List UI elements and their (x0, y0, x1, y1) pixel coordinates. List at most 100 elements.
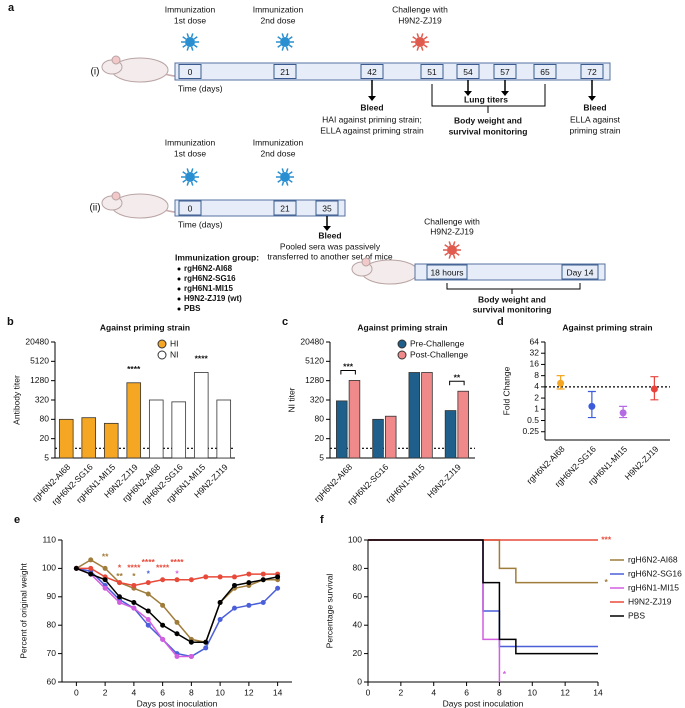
label: PBS (184, 304, 201, 313)
label: Bleed (318, 230, 341, 240)
point (217, 574, 223, 580)
day-label: Day 14 (567, 267, 594, 277)
annotation: ** (116, 571, 123, 581)
point (260, 571, 266, 577)
mouse-ear (111, 55, 121, 65)
x-tick-label: 8 (497, 687, 502, 697)
bar (81, 417, 97, 459)
timeline (174, 199, 346, 217)
day-label: 42 (367, 67, 377, 77)
series-line (368, 539, 501, 682)
day-label: 72 (587, 67, 597, 77)
legend-swatch (157, 350, 167, 360)
point (102, 577, 108, 583)
y-tick-label: 0.25 (522, 426, 539, 436)
bar (372, 418, 384, 459)
point (232, 574, 237, 580)
y-tick-label: 80 (40, 414, 50, 424)
y-tick-label: 5 (44, 452, 49, 462)
label: rgH6N1-MI15 (184, 284, 233, 293)
label: Time (days) (178, 83, 223, 93)
point (203, 574, 209, 580)
y-tick-label: 80 (353, 563, 363, 573)
virus-spikes (181, 168, 199, 186)
bracket (431, 84, 546, 113)
day-label: 57 (500, 67, 510, 77)
point (203, 639, 209, 645)
label: 1st dose (174, 148, 206, 158)
x-tick-label: 2 (103, 687, 108, 697)
point (174, 631, 180, 637)
label: survival monitoring (473, 304, 552, 314)
label: rgH6N2-AI68 (184, 264, 233, 273)
label: Body weight and (478, 294, 546, 304)
label: (i) (91, 67, 100, 78)
y-tick-label: 8 (534, 370, 539, 380)
day-box (420, 64, 444, 79)
point (131, 605, 137, 611)
y-tick-label: 32 (530, 347, 540, 357)
y-tick-label: 90 (47, 591, 57, 601)
annotation: **** (127, 364, 141, 374)
point (131, 582, 137, 588)
chart-title: Against priming strain (100, 322, 190, 332)
legend-label: PBS (628, 610, 645, 620)
label: ELLA against (570, 114, 621, 124)
day-box (426, 264, 468, 280)
bullet (177, 277, 181, 281)
day-box (580, 64, 604, 79)
label: Bleed (583, 102, 606, 112)
y-tick-label: 110 (42, 534, 56, 544)
bar (148, 399, 164, 459)
label: 2nd dose (261, 15, 296, 25)
annotation: * (175, 568, 179, 578)
label: Challenge with (424, 216, 480, 226)
x-tick-label: 2 (398, 687, 403, 697)
annotation: * (147, 568, 151, 578)
bar (408, 372, 421, 459)
point (102, 585, 108, 591)
label: H9N2-ZJ19 (398, 15, 442, 25)
chart-title: Against priming strain (357, 322, 447, 332)
point (188, 639, 194, 645)
legend-label: NI (170, 349, 179, 359)
virus-spikes (276, 33, 294, 51)
y-tick-label: 100 (42, 563, 56, 573)
y-tick-label: 100 (348, 534, 362, 544)
day-box (493, 64, 517, 79)
point (557, 379, 565, 387)
chart-title: Against priming strain (562, 322, 652, 332)
point (174, 577, 180, 583)
y-tick-label: 320 (35, 394, 49, 404)
point (88, 565, 94, 571)
y-tick-label: 20 (315, 433, 325, 443)
mouse-ear (361, 257, 371, 267)
bar (348, 380, 361, 459)
bar (457, 390, 469, 459)
label: 1st dose (174, 15, 206, 25)
day-label: 18 hours (430, 267, 463, 277)
annotation: * (132, 571, 136, 581)
legend-swatch (157, 339, 167, 349)
point (145, 591, 151, 597)
day-box (178, 64, 202, 79)
legend-label: HI (170, 338, 179, 348)
y-tick-label: 80 (47, 619, 57, 629)
bar (444, 410, 457, 459)
x-tick-label: 4 (431, 687, 436, 697)
point (246, 580, 252, 586)
bar (216, 399, 232, 459)
significance-bracket (449, 380, 465, 386)
day-box (273, 200, 297, 216)
annotation: **** (142, 557, 156, 567)
annotation: **** (127, 563, 141, 573)
annotation: *** (343, 362, 354, 372)
bar (193, 372, 209, 459)
day-label: 21 (280, 67, 290, 77)
point (145, 622, 151, 628)
y-tick-label: 0.5 (527, 415, 539, 425)
label: (ii) (89, 203, 100, 214)
x-tick-label: 14 (273, 687, 283, 697)
point (217, 599, 223, 605)
point (232, 582, 237, 588)
